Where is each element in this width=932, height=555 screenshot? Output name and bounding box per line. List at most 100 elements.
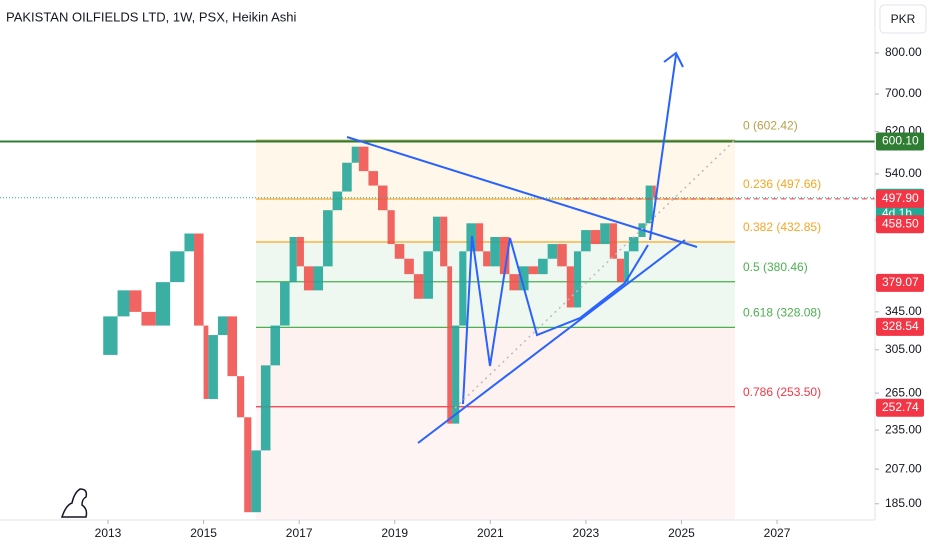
x-tick-label: 2019 bbox=[381, 526, 408, 540]
candle bbox=[573, 251, 582, 308]
candle bbox=[509, 274, 519, 291]
logo bbox=[60, 488, 88, 518]
candle bbox=[413, 274, 424, 299]
candle bbox=[217, 316, 228, 336]
candle bbox=[313, 266, 324, 291]
price-label-box bbox=[876, 215, 924, 234]
drawings bbox=[60, 51, 736, 518]
fib-label: 0.786 (253.50) bbox=[743, 385, 821, 399]
fib-label: 0 (602.42) bbox=[743, 118, 798, 132]
fib-label: 0.618 (328.08) bbox=[743, 306, 821, 320]
candle bbox=[270, 325, 281, 366]
candle bbox=[351, 146, 359, 163]
y-tick-label: 305.00 bbox=[885, 342, 922, 356]
candle bbox=[528, 266, 539, 275]
price-label: 379.07 bbox=[882, 275, 919, 289]
candle bbox=[394, 244, 405, 259]
y-tick-label: 207.00 bbox=[885, 461, 922, 475]
currency-button[interactable] bbox=[879, 4, 927, 34]
candle bbox=[323, 210, 333, 267]
y-tick-label: 265.00 bbox=[885, 385, 922, 399]
trendline bbox=[417, 239, 686, 444]
candle bbox=[387, 210, 395, 245]
fib-zone bbox=[256, 406, 735, 520]
candle bbox=[289, 236, 297, 283]
candle bbox=[280, 282, 290, 326]
candle bbox=[538, 258, 548, 275]
y-tick-label: 185.00 bbox=[885, 496, 922, 510]
candle bbox=[227, 316, 238, 377]
price-label: 497.90 bbox=[882, 191, 919, 205]
candle bbox=[342, 162, 352, 192]
price-label-box bbox=[876, 273, 924, 292]
candle bbox=[628, 236, 639, 252]
candle bbox=[423, 251, 433, 299]
candle bbox=[590, 230, 601, 245]
candle bbox=[208, 335, 218, 399]
y-tick-label: 800.00 bbox=[885, 45, 922, 59]
candle bbox=[244, 417, 252, 513]
candle bbox=[616, 258, 625, 283]
candle bbox=[368, 171, 379, 186]
candle bbox=[490, 236, 500, 267]
plot bbox=[0, 146, 875, 513]
x-tick-label: 2021 bbox=[477, 526, 504, 540]
candle bbox=[566, 266, 574, 308]
fib-zone bbox=[256, 327, 735, 407]
candle bbox=[432, 216, 441, 252]
x-tick-label: 2017 bbox=[286, 526, 313, 540]
candle bbox=[194, 233, 204, 326]
trendline bbox=[346, 136, 698, 248]
fib-label: 0.236 (497.66) bbox=[743, 177, 821, 191]
fib-zone bbox=[256, 281, 735, 328]
candle bbox=[557, 244, 567, 267]
x-tick-label: 2013 bbox=[95, 526, 122, 540]
axis: 185.00207.00235.00265.00305.00345.00465.… bbox=[95, 45, 924, 540]
price-label-box bbox=[876, 398, 924, 417]
candle bbox=[452, 325, 460, 424]
candle bbox=[609, 223, 617, 259]
zigzag bbox=[462, 235, 649, 405]
candle bbox=[260, 365, 271, 451]
candle bbox=[447, 266, 453, 424]
candle bbox=[184, 233, 195, 252]
candle bbox=[117, 290, 130, 317]
arrow-head bbox=[663, 51, 684, 68]
candle bbox=[296, 236, 304, 267]
y-tick-label: 345.00 bbox=[885, 304, 922, 318]
x-tick-label: 2025 bbox=[668, 526, 695, 540]
y-tick-label: 235.00 bbox=[885, 422, 922, 436]
x-tick-label: 2023 bbox=[573, 526, 600, 540]
candle bbox=[203, 325, 209, 399]
candle bbox=[129, 290, 142, 312]
y-tick-label: 700.00 bbox=[885, 86, 922, 100]
candle bbox=[600, 223, 610, 245]
candle bbox=[358, 146, 369, 172]
price-label: 252.74 bbox=[882, 400, 919, 414]
arrow bbox=[649, 54, 677, 241]
candle bbox=[141, 311, 156, 326]
candle bbox=[547, 244, 558, 259]
price-label-box bbox=[876, 317, 924, 336]
candle bbox=[459, 251, 467, 326]
chart-title: PAKISTAN OILFIELDS LTD, 1W, PSX, Heikin … bbox=[6, 9, 297, 24]
candle bbox=[155, 282, 171, 326]
price-label-box bbox=[876, 132, 924, 151]
candle bbox=[581, 230, 591, 252]
candle bbox=[378, 185, 388, 211]
y-tick-label: 540.00 bbox=[885, 166, 922, 180]
candle bbox=[404, 258, 414, 275]
candle bbox=[475, 223, 484, 252]
candle bbox=[518, 266, 529, 291]
candle bbox=[251, 450, 261, 513]
fib-fills: 0 (602.42) 0.236 (497.66) 0.382 (432.85) 0.… bbox=[0, 118, 875, 520]
candle bbox=[170, 251, 185, 283]
currency[interactable]: PKR bbox=[891, 12, 916, 26]
candle bbox=[440, 216, 448, 267]
dotted-line bbox=[454, 139, 736, 409]
candle bbox=[483, 251, 491, 267]
candle bbox=[303, 266, 314, 291]
candle bbox=[237, 376, 245, 418]
price-label: 600.10 bbox=[882, 134, 919, 148]
